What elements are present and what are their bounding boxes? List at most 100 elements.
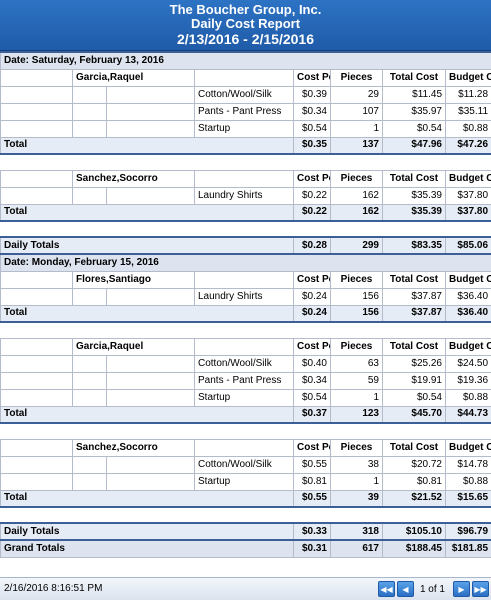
- spacer-cell: [0, 154, 491, 170]
- task-name: Cotton/Wool/Silk: [194, 354, 294, 373]
- prev-page-icon[interactable]: ◀: [396, 581, 414, 597]
- column-header-pieces: Pieces: [330, 270, 383, 289]
- date-row: Date: Monday, February 15, 2016: [0, 253, 491, 272]
- blank-cell: [0, 388, 73, 407]
- daily-total-cost-cell: $83.35: [382, 236, 446, 255]
- column-header-pieces: Pieces: [330, 169, 383, 188]
- column-header-budget-cost: Budget Cost: [444, 438, 491, 457]
- cost-per-piece-cell: $0.55: [293, 455, 331, 474]
- blank-cell: [0, 68, 73, 87]
- blank-cell: [106, 102, 195, 121]
- budget-cost-cell: $11.28: [444, 85, 491, 104]
- blank-cell: [106, 85, 195, 104]
- table-row: Laundry Shirts$0.22162$35.39$37.80($2.41…: [0, 186, 491, 205]
- column-header-total-cost: Total Cost: [382, 438, 446, 457]
- first-page-icon[interactable]: ◀◀: [377, 581, 395, 597]
- blank-cell: [72, 388, 107, 407]
- table-row: Startup$0.811$0.81$0.88($0.07): [0, 472, 491, 491]
- daily-pieces-cell: 318: [330, 522, 383, 541]
- employee-header-row: Flores,Santiago Cost Per PiecePiecesTotal…: [0, 270, 491, 289]
- blank-cell: [72, 85, 107, 104]
- table-row: Startup$0.541$0.54$0.88($0.34): [0, 119, 491, 138]
- pieces-cell: 38: [330, 455, 383, 474]
- table-row: Pants - Pant Press$0.3459$19.91$19.36$0.…: [0, 371, 491, 390]
- blank-cell: [194, 68, 294, 87]
- total-pieces-cell: 39: [330, 489, 383, 508]
- table-row: Startup$0.541$0.54$0.88($0.34): [0, 388, 491, 407]
- blank-cell: [0, 119, 73, 138]
- total-pieces-cell: 162: [330, 203, 383, 222]
- budget-cost-cell: $0.88: [444, 119, 491, 138]
- budget-cost-cell: $36.40: [444, 287, 491, 306]
- employee-header-row: Sanchez,Socorro Cost Per PiecePiecesTotal…: [0, 169, 491, 188]
- spacer-cell: [0, 322, 491, 338]
- pieces-cell: 156: [330, 287, 383, 306]
- blank-cell: [106, 472, 195, 491]
- total-cost-per-piece-cell: $0.22: [293, 203, 331, 222]
- total-cost-cell: $37.87: [382, 287, 446, 306]
- cost-per-piece-cell: $0.34: [293, 371, 331, 390]
- task-name: Startup: [194, 119, 294, 138]
- report-date-range: 2/13/2016 - 2/15/2016: [176, 31, 314, 47]
- blank-cell: [194, 337, 294, 356]
- total-total-cost-cell: $45.70: [382, 405, 446, 424]
- task-name: Laundry Shirts: [194, 186, 294, 205]
- total-pieces-cell: 123: [330, 405, 383, 424]
- column-header-total-cost: Total Cost: [382, 337, 446, 356]
- daily-budget-cost-cell: $85.06: [444, 236, 491, 255]
- grand-budget-cost-cell: $181.85: [444, 539, 491, 558]
- pieces-cell: 63: [330, 354, 383, 373]
- column-header-total-cost: Total Cost: [382, 270, 446, 289]
- total-cost-cell: $0.54: [382, 119, 446, 138]
- blank-cell: [106, 354, 195, 373]
- total-cost-cell: $35.39: [382, 186, 446, 205]
- task-name: Cotton/Wool/Silk: [194, 85, 294, 104]
- report-header: The Boucher Group, Inc. Daily Cost Repor…: [0, 0, 491, 51]
- total-cost-cell: $20.72: [382, 455, 446, 474]
- total-cost-cell: $11.45: [382, 85, 446, 104]
- column-header-budget-cost: Budget Cost: [444, 68, 491, 87]
- spacer-cell: [0, 221, 491, 237]
- column-header-total-cost: Total Cost: [382, 68, 446, 87]
- last-page-icon[interactable]: ▶▶: [472, 581, 489, 597]
- total-label: Total: [0, 405, 294, 424]
- employee-name: Garcia,Raquel: [72, 337, 195, 356]
- blank-cell: [72, 186, 107, 205]
- total-cost-cell: $19.91: [382, 371, 446, 390]
- grand-pieces-cell: 617: [330, 539, 383, 558]
- table-row: Pants - Pant Press$0.34107$35.97$35.11$0…: [0, 102, 491, 121]
- total-budget-cost-cell: $36.40: [444, 304, 491, 323]
- date-label: Date: Monday, February 15, 2016: [0, 253, 491, 272]
- pieces-cell: 29: [330, 85, 383, 104]
- total-cost-cell: $0.81: [382, 472, 446, 491]
- column-header-cost-per-piece: Cost Per Piece: [293, 169, 331, 188]
- date-label: Date: Saturday, February 13, 2016: [0, 51, 491, 70]
- blank-cell: [0, 270, 73, 289]
- blank-cell: [72, 102, 107, 121]
- blank-cell: [0, 438, 73, 457]
- cost-per-piece-cell: $0.81: [293, 472, 331, 491]
- blank-cell: [0, 472, 73, 491]
- column-header-budget-cost: Budget Cost: [444, 270, 491, 289]
- blank-cell: [72, 287, 107, 306]
- spacer-row: [0, 221, 491, 237]
- column-header-cost-per-piece: Cost Per Piece: [293, 438, 331, 457]
- generated-timestamp: 2/16/2016 8:16:51 PM: [4, 583, 103, 594]
- blank-cell: [194, 169, 294, 188]
- pieces-cell: 1: [330, 388, 383, 407]
- daily-cost-per-piece-cell: $0.33: [293, 522, 331, 541]
- next-page-icon[interactable]: ▶: [453, 581, 470, 597]
- report-footer: 2/16/2016 8:16:51 PM ◀◀ ◀ 1 of 1 ▶ ▶▶: [0, 577, 491, 600]
- total-cost-cell: $35.97: [382, 102, 446, 121]
- pieces-cell: 107: [330, 102, 383, 121]
- column-header-budget-cost: Budget Cost: [444, 169, 491, 188]
- total-label: Total: [0, 489, 294, 508]
- daily-cost-per-piece-cell: $0.28: [293, 236, 331, 255]
- column-header-total-cost: Total Cost: [382, 169, 446, 188]
